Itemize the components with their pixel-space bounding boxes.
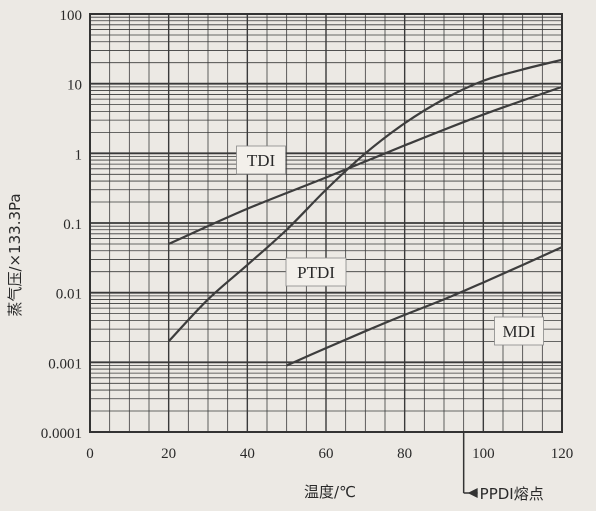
x-tick-label: 60 xyxy=(319,446,334,462)
x-tick-label: 0 xyxy=(86,446,94,462)
series-label-mdi: MDI xyxy=(502,322,535,341)
series-labels: TDI PTDI MDI xyxy=(236,145,544,346)
series-label-box-tdi xyxy=(236,145,286,175)
series-line-ptdi xyxy=(167,58,563,343)
series-label-ptdi: PTDI xyxy=(297,263,335,282)
x-tick-label: 20 xyxy=(161,446,176,462)
y-tick-label: 1 xyxy=(75,147,83,163)
series-lines xyxy=(167,58,563,367)
x-axis-label: 温度/℃ xyxy=(304,483,356,501)
grid xyxy=(89,14,563,433)
ppdi-melting-point-annotation: PPDI熔点 xyxy=(462,432,544,503)
annotation-arrowhead xyxy=(467,488,478,498)
series-label-tdi: TDI xyxy=(247,151,276,170)
series-line-mdi xyxy=(286,246,563,367)
x-tick-labels: 0 20 40 60 80 100 120 xyxy=(86,446,573,462)
x-tick-label: 80 xyxy=(397,446,412,462)
y-tick-label: 0.1 xyxy=(63,217,82,233)
series-line-tdi xyxy=(168,85,563,245)
plot-border xyxy=(89,13,563,433)
y-tick-label: 100 xyxy=(60,8,83,24)
y-tick-labels: 0.0001 0.001 0.01 0.1 1 10 100 xyxy=(41,8,82,442)
x-tick-label: 120 xyxy=(551,446,574,462)
series-label-box-mdi xyxy=(494,316,544,346)
series-label-box-ptdi xyxy=(285,257,347,287)
annotation-text: PPDI熔点 xyxy=(480,485,544,503)
x-tick-label: 40 xyxy=(240,446,255,462)
y-tick-label: 0.01 xyxy=(56,287,82,303)
y-tick-label: 10 xyxy=(67,78,82,94)
x-tick-label: 100 xyxy=(472,446,495,462)
y-tick-label: 0.0001 xyxy=(41,426,82,442)
y-axis-label: 蒸气压/×133.3Pa xyxy=(6,193,24,316)
y-tick-label: 0.001 xyxy=(48,356,82,372)
